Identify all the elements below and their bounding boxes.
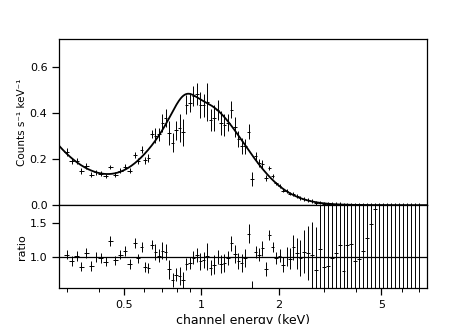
Y-axis label: ratio: ratio: [17, 234, 27, 260]
X-axis label: channel energy (keV): channel energy (keV): [176, 314, 310, 324]
Y-axis label: Counts s⁻¹ keV⁻¹: Counts s⁻¹ keV⁻¹: [17, 78, 27, 166]
